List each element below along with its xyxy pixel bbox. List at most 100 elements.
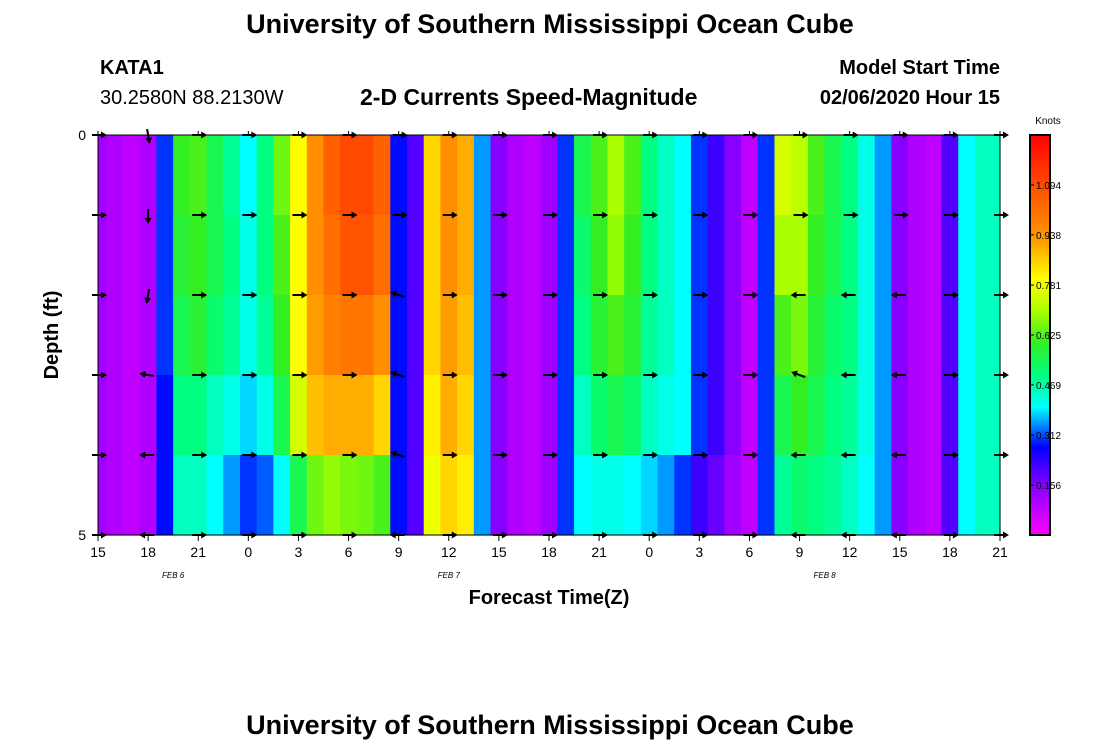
x-tick-label: 12 — [842, 544, 858, 560]
current-arrow-head — [144, 218, 152, 224]
heatmap-cell — [858, 215, 876, 296]
x-tick-label: 3 — [695, 544, 703, 560]
heatmap-cell — [407, 375, 425, 456]
current-arrow-head — [840, 451, 847, 459]
heatmap-cell — [223, 375, 241, 456]
heatmap-cell — [891, 135, 909, 216]
heatmap-cell — [156, 455, 174, 536]
heatmap-cell — [590, 375, 609, 456]
heatmap-cell — [824, 455, 842, 536]
current-arrow — [390, 290, 405, 298]
current-arrow-head — [101, 211, 107, 219]
current-arrow-head — [702, 211, 709, 219]
heatmap-cell — [173, 135, 191, 216]
heatmap-cell — [340, 455, 358, 536]
heatmap-cell — [206, 215, 224, 296]
heatmap-cell — [290, 215, 308, 296]
model-start-label: Model Start Time — [839, 57, 1000, 79]
date-label: FEB 8 — [813, 571, 836, 580]
current-arrow-head — [101, 371, 107, 379]
heatmap-cell — [123, 135, 141, 216]
heatmap-cell — [874, 215, 893, 296]
current-arrow — [139, 451, 155, 459]
heatmap-cell — [958, 295, 976, 376]
heatmap-cell — [858, 295, 876, 376]
current-arrow — [242, 291, 258, 299]
current-arrow-head — [351, 371, 358, 379]
heatmap-cell — [239, 215, 258, 296]
current-arrow-head — [251, 371, 258, 379]
heatmap-cell — [590, 455, 609, 536]
heatmap-cell — [757, 295, 776, 376]
heatmap-cell — [690, 295, 709, 376]
current-arrow-head — [1003, 291, 1009, 299]
heatmap-cell — [941, 215, 959, 296]
current-arrow — [192, 371, 208, 379]
current-arrow — [593, 291, 609, 299]
heatmap-cell — [741, 215, 759, 296]
y-tick-label: 5 — [78, 527, 86, 543]
current-arrow-head — [752, 211, 759, 219]
heatmap-cell — [791, 375, 809, 456]
heatmap-cell — [206, 295, 224, 376]
heatmap-cell — [974, 295, 993, 376]
heatmap-cell — [340, 215, 358, 296]
colorbar-unit: Knots — [1035, 116, 1061, 127]
heatmap-cell — [223, 455, 241, 536]
current-arrow — [139, 371, 155, 378]
heatmap-cell — [340, 135, 358, 216]
heatmap-cell — [574, 215, 592, 296]
heatmap-cell — [106, 375, 124, 456]
heatmap-cell — [924, 135, 943, 216]
heatmap-cell — [106, 455, 124, 536]
heatmap-cell — [791, 295, 809, 376]
current-arrow — [943, 451, 959, 459]
current-arrow — [840, 451, 856, 459]
current-arrow — [292, 291, 308, 299]
heatmap-cell — [607, 295, 625, 376]
heatmap-cell — [423, 295, 442, 376]
heatmap-cell — [306, 295, 325, 376]
current-arrow-head — [201, 371, 208, 379]
heatmap-cell — [707, 215, 725, 296]
heatmap-cell — [423, 135, 442, 216]
heatmap-cell — [440, 455, 458, 536]
heatmap-cell — [874, 135, 893, 216]
heatmap-cell — [223, 295, 241, 376]
heatmap-cell — [657, 375, 675, 456]
heatmap-cell — [574, 135, 592, 216]
heatmap-cell — [724, 135, 742, 216]
heatmap-cell — [373, 135, 391, 216]
heatmap-cell — [590, 215, 609, 296]
heatmap-cell — [139, 455, 158, 536]
current-arrow — [890, 371, 906, 379]
current-arrow — [492, 211, 508, 219]
heatmap-cell — [958, 135, 976, 216]
heatmap-cell — [874, 375, 893, 456]
x-axis-title: Forecast Time(Z) — [469, 587, 630, 609]
heatmap-cell — [206, 135, 224, 216]
heatmap-cell — [774, 375, 792, 456]
current-arrow-head — [201, 211, 208, 219]
current-arrow — [390, 370, 405, 378]
current-arrow — [492, 451, 508, 459]
heatmap-cell — [206, 375, 224, 456]
heatmap-cell — [356, 375, 375, 456]
current-arrow-head — [1003, 131, 1009, 139]
heatmap-cell — [189, 455, 208, 536]
current-arrow-head — [952, 211, 959, 219]
heatmap-cell — [473, 455, 492, 536]
current-arrow-head — [1003, 531, 1009, 539]
heatmap-cell — [690, 375, 709, 456]
heatmap-cell — [624, 295, 642, 376]
current-arrow-head — [552, 451, 558, 459]
current-arrow-head — [790, 291, 797, 299]
heatmap-cell — [139, 215, 158, 296]
heatmap-cell — [540, 375, 558, 456]
heatmap-cell — [256, 135, 274, 216]
heatmap-cell — [607, 455, 625, 536]
heatmap-cell — [807, 375, 826, 456]
date-label: FEB 6 — [162, 571, 185, 580]
heatmap-cell — [407, 455, 425, 536]
